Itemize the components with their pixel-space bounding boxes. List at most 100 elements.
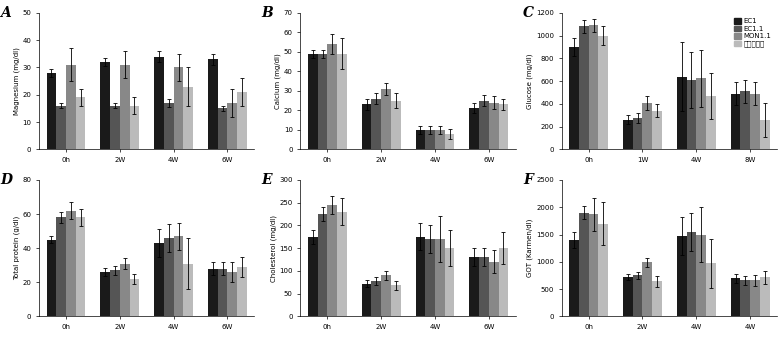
Bar xyxy=(760,120,770,149)
Bar xyxy=(470,109,479,149)
Bar xyxy=(328,205,337,316)
Text: B: B xyxy=(262,6,274,20)
Bar xyxy=(391,285,401,316)
Bar xyxy=(623,120,633,149)
Bar xyxy=(425,239,435,316)
Bar xyxy=(164,103,174,149)
Bar xyxy=(174,67,183,149)
Text: F: F xyxy=(523,173,533,187)
Bar xyxy=(76,97,85,149)
Bar xyxy=(164,238,174,316)
Bar xyxy=(643,103,652,149)
Bar xyxy=(66,65,76,149)
Bar xyxy=(579,213,589,316)
Bar xyxy=(499,104,508,149)
Bar xyxy=(318,54,328,149)
Bar xyxy=(488,262,499,316)
Bar xyxy=(731,278,740,316)
Bar xyxy=(361,104,372,149)
Bar xyxy=(569,47,579,149)
Bar xyxy=(46,73,56,149)
Text: A: A xyxy=(0,6,11,20)
Bar xyxy=(589,214,598,316)
Bar xyxy=(129,105,140,149)
Bar xyxy=(120,65,129,149)
Bar xyxy=(208,59,218,149)
Bar xyxy=(470,257,479,316)
Bar xyxy=(154,243,164,316)
Bar xyxy=(328,44,337,149)
Bar xyxy=(218,269,227,316)
Bar xyxy=(750,280,760,316)
Bar xyxy=(499,248,508,316)
Bar xyxy=(111,105,120,149)
Bar xyxy=(445,248,455,316)
Bar xyxy=(445,134,455,149)
Legend: EC1, EC1.1, MON1.1, 상글열수송: EC1, EC1.1, MON1.1, 상글열수송 xyxy=(731,16,774,50)
Bar xyxy=(76,217,85,316)
Bar xyxy=(238,92,247,149)
Text: D: D xyxy=(0,173,13,187)
Bar xyxy=(435,130,445,149)
Bar xyxy=(623,277,633,316)
Bar xyxy=(174,236,183,316)
Bar xyxy=(111,270,120,316)
Bar xyxy=(120,264,129,316)
Bar xyxy=(416,237,425,316)
Bar xyxy=(227,103,238,149)
Bar xyxy=(687,232,696,316)
Bar xyxy=(652,111,662,149)
Bar xyxy=(218,109,227,149)
Bar xyxy=(677,76,687,149)
Bar xyxy=(633,118,643,149)
Bar xyxy=(740,280,750,316)
Bar xyxy=(677,236,687,316)
Bar xyxy=(337,54,347,149)
Bar xyxy=(687,80,696,149)
Bar xyxy=(129,279,140,316)
Bar xyxy=(183,264,193,316)
Bar xyxy=(479,257,488,316)
Y-axis label: Calcium (mg/dl): Calcium (mg/dl) xyxy=(274,53,281,109)
Y-axis label: Cholesterol (mg/dl): Cholesterol (mg/dl) xyxy=(270,215,277,282)
Bar xyxy=(381,275,391,316)
Bar xyxy=(643,263,652,316)
Bar xyxy=(706,96,716,149)
Bar xyxy=(760,277,770,316)
Y-axis label: GOT (Karmen/dl): GOT (Karmen/dl) xyxy=(527,219,533,277)
Text: C: C xyxy=(523,6,534,20)
Bar xyxy=(598,224,608,316)
Bar xyxy=(100,62,111,149)
Bar xyxy=(740,91,750,149)
Bar xyxy=(731,94,740,149)
Bar xyxy=(488,102,499,149)
Bar xyxy=(183,87,193,149)
Bar xyxy=(589,25,598,149)
Bar xyxy=(238,267,247,316)
Bar xyxy=(435,239,445,316)
Bar xyxy=(361,284,372,316)
Bar xyxy=(227,272,238,316)
Y-axis label: Total protein (g/dl): Total protein (g/dl) xyxy=(13,216,20,280)
Bar xyxy=(337,212,347,316)
Bar xyxy=(706,264,716,316)
Bar xyxy=(569,240,579,316)
Bar xyxy=(56,217,66,316)
Bar xyxy=(56,105,66,149)
Bar xyxy=(372,281,381,316)
Bar xyxy=(372,99,381,149)
Bar xyxy=(696,235,706,316)
Bar xyxy=(750,94,760,149)
Bar xyxy=(425,130,435,149)
Bar xyxy=(391,100,401,149)
Bar xyxy=(100,272,111,316)
Bar xyxy=(318,214,328,316)
Bar xyxy=(479,100,488,149)
Bar xyxy=(598,36,608,149)
Bar xyxy=(579,27,589,149)
Bar xyxy=(66,211,76,316)
Bar xyxy=(154,57,164,149)
Y-axis label: Magnesium (mg/dl): Magnesium (mg/dl) xyxy=(13,47,20,115)
Bar xyxy=(381,89,391,149)
Bar xyxy=(633,275,643,316)
